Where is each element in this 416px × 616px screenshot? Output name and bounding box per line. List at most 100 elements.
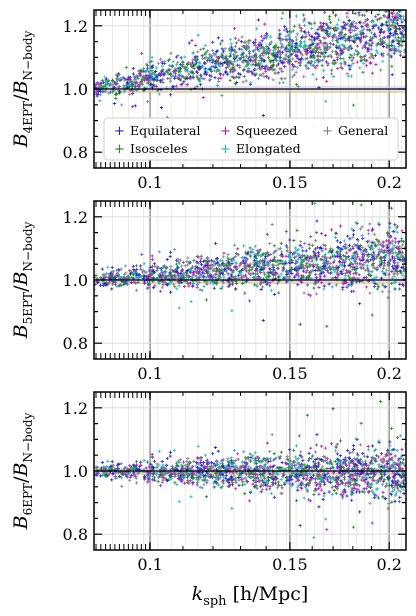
- data-point: [339, 257, 343, 261]
- data-point: [369, 246, 373, 250]
- data-point: [324, 99, 328, 103]
- data-point: [210, 264, 214, 268]
- data-point: [274, 52, 278, 56]
- data-point: [263, 47, 267, 51]
- data-point: [224, 476, 228, 480]
- data-point: [115, 284, 119, 288]
- data-point: [223, 46, 227, 51]
- data-point: [234, 274, 238, 278]
- data-point: [234, 487, 238, 491]
- panel-5ept: 0.81.01.2 0.1 0.15 0.2 B5EPT/BN−body: [10, 200, 407, 383]
- data-point: [226, 253, 230, 257]
- data-point: [212, 259, 216, 263]
- data-point: [329, 442, 334, 446]
- data-point: [376, 12, 380, 17]
- data-point: [390, 0, 393, 1]
- data-point: [352, 52, 357, 56]
- data-point: [185, 66, 189, 70]
- data-point: [255, 27, 259, 31]
- data-point: [261, 113, 265, 118]
- data-point: [354, 463, 358, 467]
- data-point: [109, 271, 113, 275]
- data-point: [362, 27, 366, 31]
- data-point: [359, 266, 363, 270]
- data-point: [389, 48, 393, 52]
- legend-label-equilateral: Equilateral: [130, 123, 200, 138]
- data-point: [358, 474, 362, 478]
- data-point: [217, 56, 221, 60]
- data-point: [350, 227, 354, 231]
- data-point: [216, 83, 220, 88]
- data-point: [398, 10, 403, 13]
- data-point: [359, 32, 363, 37]
- data-point: [276, 483, 281, 487]
- data-point: [299, 482, 303, 486]
- data-point: [268, 456, 273, 461]
- data-point: [216, 477, 221, 481]
- data-point: [171, 273, 175, 278]
- data-point: [375, 282, 379, 287]
- data-point: [118, 275, 122, 279]
- data-point: [238, 57, 242, 61]
- data-point: [319, 267, 323, 272]
- data-point: [332, 477, 336, 481]
- data-point: [173, 448, 177, 452]
- data-point: [325, 42, 329, 46]
- data-point: [215, 257, 219, 261]
- data-point: [362, 58, 366, 62]
- data-point: [231, 270, 235, 274]
- data-point: [284, 54, 289, 58]
- data-point: [200, 472, 204, 477]
- data-point: [271, 265, 276, 270]
- data-point: [328, 458, 333, 462]
- data-point: [203, 258, 207, 263]
- data-point: [287, 259, 292, 263]
- data-point: [368, 501, 372, 505]
- data-point: [387, 273, 391, 277]
- data-point: [179, 271, 183, 275]
- data-point: [209, 69, 214, 74]
- data-point: [301, 458, 305, 462]
- data-point: [100, 267, 104, 271]
- data-point: [396, 261, 400, 265]
- data-point: [402, 35, 406, 39]
- data-point: [199, 47, 203, 51]
- data-point: [391, 11, 395, 15]
- data-point: [134, 460, 139, 464]
- data-point: [144, 74, 148, 78]
- data-point: [294, 35, 298, 39]
- data-point: [215, 55, 219, 59]
- data-point: [291, 57, 295, 61]
- data-point: [296, 85, 300, 89]
- data-point: [335, 55, 339, 60]
- data-point: [102, 89, 106, 93]
- data-point: [375, 18, 379, 22]
- data-point: [289, 52, 293, 56]
- data-point: [247, 465, 251, 469]
- data-point: [390, 256, 395, 260]
- data-point: [261, 46, 265, 50]
- data-point: [351, 525, 356, 529]
- data-point: [200, 54, 204, 58]
- data-point: [285, 454, 289, 459]
- data-point: [263, 34, 267, 38]
- data-point: [377, 240, 381, 244]
- data-point: [319, 271, 323, 276]
- data-point: [252, 258, 256, 263]
- data-point: [139, 264, 143, 268]
- data-point: [343, 32, 347, 37]
- data-point: [372, 276, 376, 280]
- data-point: [244, 256, 249, 260]
- data-point: [281, 58, 285, 63]
- data-point: [387, 5, 390, 8]
- data-point: [268, 241, 272, 246]
- data-point: [163, 476, 167, 480]
- data-point: [336, 4, 339, 7]
- data-point: [374, 3, 377, 6]
- data-point: [312, 255, 316, 259]
- data-point: [295, 38, 299, 42]
- data-point: [128, 77, 132, 82]
- data-point: [300, 257, 304, 262]
- data-point: [395, 484, 400, 488]
- data-point: [246, 56, 251, 60]
